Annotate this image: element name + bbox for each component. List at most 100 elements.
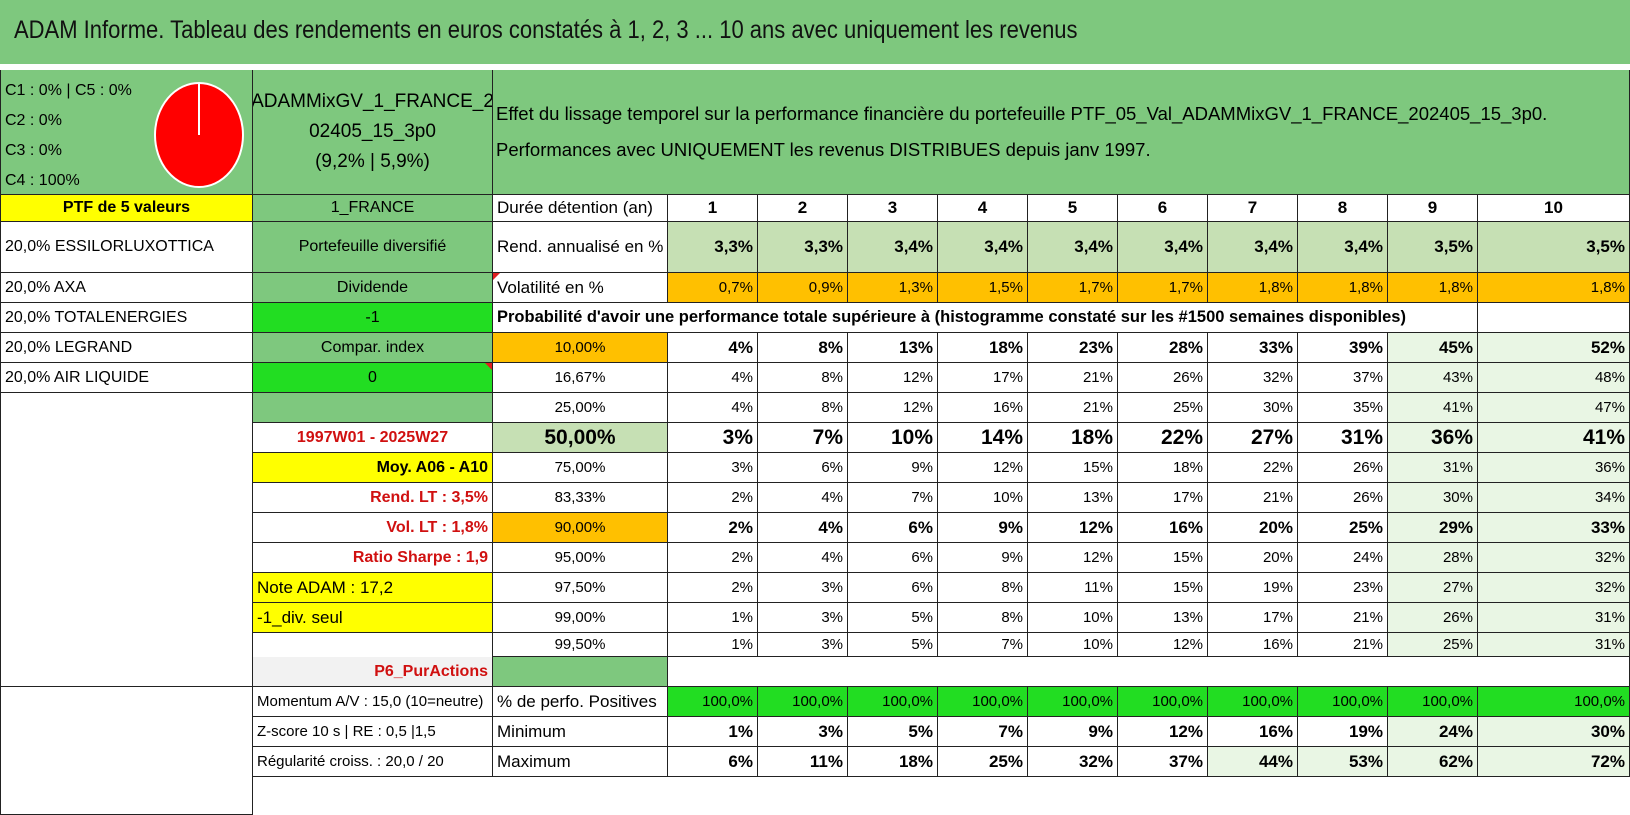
prob-cell: 1% [668,603,758,633]
prob-cell: 20% [1208,543,1298,573]
prob-threshold: 90,00% [493,513,668,543]
separator-strip [0,64,1630,70]
prob-threshold: 10,00% [493,333,668,363]
prob-cell: 3% [758,633,848,657]
prob-cell: 21% [1298,603,1388,633]
min-cell: 30% [1478,717,1630,747]
prob-cell: 21% [1028,363,1118,393]
rend-cell: 3,3% [758,222,848,273]
prob-cell: 2% [668,483,758,513]
min-cell: 24% [1388,717,1478,747]
prob-cell: 4% [758,513,848,543]
prob-cell: 10% [938,483,1028,513]
prob-cell: 3% [758,573,848,603]
pos-label: % de perfo. Positives [493,687,668,717]
vol-cell: 1,8% [1298,273,1388,303]
rend-cell: 3,4% [1118,222,1208,273]
prob-cell: 18% [1028,423,1118,453]
prob-cell: 34% [1478,483,1630,513]
prob-cell: 32% [1478,573,1630,603]
note-adam-cell: Note ADAM : 17,2 [253,573,493,603]
prob-cell: 30% [1388,483,1478,513]
prob-cell: 30% [1208,393,1298,423]
prob-cell: 23% [1028,333,1118,363]
prob-cell: 25% [1388,633,1478,657]
max-label: Maximum [493,747,668,777]
compar-index-value: 0 [253,363,493,393]
empty-left-block [0,393,253,687]
min-cell: 5% [848,717,938,747]
max-cell: 11% [758,747,848,777]
rend-cell: 3,4% [1208,222,1298,273]
prob-cell: 31% [1478,633,1630,657]
prob-cell: 8% [938,603,1028,633]
vol-cell: 0,9% [758,273,848,303]
prob-threshold: 83,33% [493,483,668,513]
min-label: Minimum [493,717,668,747]
max-cell: 18% [848,747,938,777]
prob-threshold: 95,00% [493,543,668,573]
momentum-cell: Momentum A/V : 15,0 (10=neutre) [253,687,493,717]
prob-cell: 32% [1478,543,1630,573]
prob-cell: 41% [1478,423,1630,453]
prob-cell: 19% [1208,573,1298,603]
prob-cell: 27% [1388,573,1478,603]
compar-index-label: Compar. index [253,333,493,363]
prob-cell: 9% [938,543,1028,573]
prob-cell: 18% [938,333,1028,363]
pos-cell: 100,0% [1298,687,1388,717]
pos-cell: 100,0% [1388,687,1478,717]
prob-cell: 25% [1298,513,1388,543]
max-cell: 53% [1298,747,1388,777]
prob-header-spacer [1478,303,1630,333]
prob-threshold: 99,50% [493,633,668,657]
empty-mid-cell [253,393,493,423]
rend-cell: 3,5% [1478,222,1630,273]
pos-cell: 100,0% [668,687,758,717]
prob-cell: 20% [1208,513,1298,543]
max-cell: 25% [938,747,1028,777]
prob-cell: 16% [1208,633,1298,657]
prob-cell: 12% [1118,633,1208,657]
min-cell: 16% [1208,717,1298,747]
prob-cell: 7% [938,633,1028,657]
prob-cell: 16% [938,393,1028,423]
regularite-cell: Régularité croiss. : 20,0 / 20 [253,747,493,777]
rend-lt-cell: Rend. LT : 3,5% [253,483,493,513]
year-header: 4 [938,195,1028,222]
prob-header: Probabilité d'avoir une performance tota… [493,303,1478,333]
portfolio-name-cell: ADAMMixGV_1_FRANCE_2 02405_15_3p0 (9,2% … [253,70,493,195]
vol-lt-cell: Vol. LT : 1,8% [253,513,493,543]
prob-cell: 3% [668,423,758,453]
prob-cell: 13% [848,333,938,363]
pos-cell: 100,0% [848,687,938,717]
prob-cell: 3% [758,603,848,633]
vol-cell: 1,8% [1388,273,1478,303]
prob-cell: 6% [848,573,938,603]
prob-threshold: 97,50% [493,573,668,603]
prob-cell: 28% [1118,333,1208,363]
dividende-label: Dividende [253,273,493,303]
prob-cell: 21% [1028,393,1118,423]
prob-cell: 33% [1208,333,1298,363]
prob-cell: 8% [758,333,848,363]
prob-cell: 31% [1298,423,1388,453]
prob-cell: 12% [848,363,938,393]
prob-cell: 31% [1478,603,1630,633]
prob-cell: 4% [668,363,758,393]
prob-cell: 26% [1388,603,1478,633]
ptf-label: PTF de 5 valeurs [0,195,253,222]
prob-cell: 39% [1298,333,1388,363]
year-header: 10 [1478,195,1630,222]
vol-cell: 1,7% [1118,273,1208,303]
holding-row: 20,0% AXA [0,273,253,303]
pos-cell: 100,0% [1028,687,1118,717]
prob-cell: 4% [758,483,848,513]
portfolio-type: Portefeuille diversifié [253,222,493,273]
min-cell: 3% [758,717,848,747]
prob-cell: 45% [1388,333,1478,363]
vol-cell: 1,3% [848,273,938,303]
prob-cell: 10% [1028,603,1118,633]
prob-cell: 14% [938,423,1028,453]
p6-cell: P6_PurActions [253,657,493,687]
